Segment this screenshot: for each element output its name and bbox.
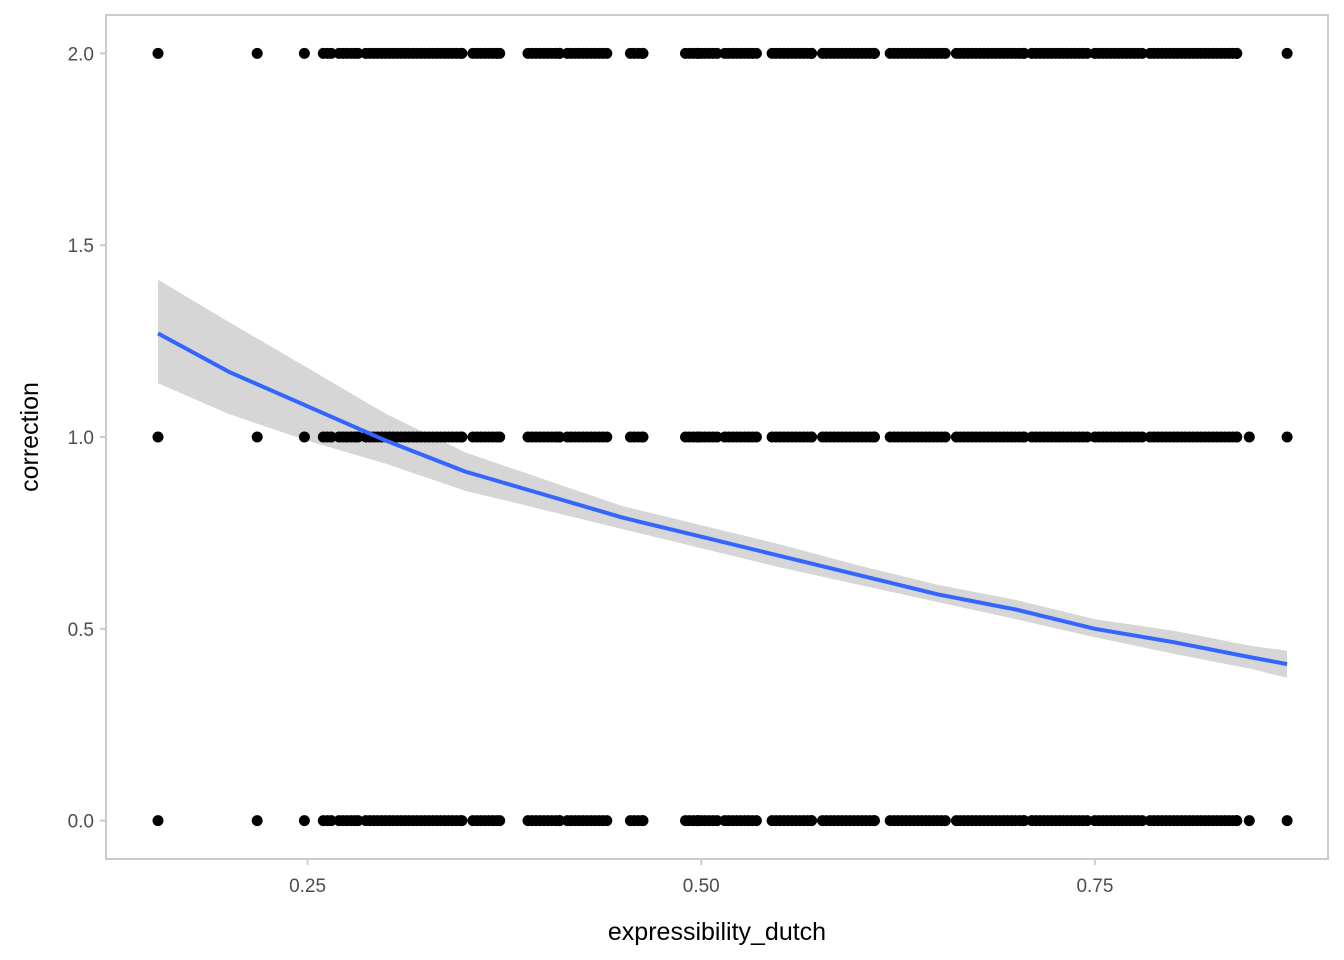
fit-line <box>157 331 1288 667</box>
data-point <box>1281 815 1293 827</box>
y-tick-label: 1.0 <box>68 428 94 449</box>
data-point <box>152 47 164 59</box>
data-point <box>711 815 723 827</box>
data-point <box>352 815 364 827</box>
data-point <box>352 47 364 59</box>
data-point <box>939 815 951 827</box>
data-point <box>1018 431 1030 443</box>
data-point <box>711 431 723 443</box>
data-point <box>554 815 565 827</box>
y-axis: 0.0 0.5 1.0 1.5 2.0 <box>68 44 106 833</box>
confidence-band <box>158 279 1288 678</box>
data-point <box>750 47 762 59</box>
data-point <box>325 431 337 443</box>
data-point <box>251 431 263 443</box>
y-tick-label: 0.0 <box>68 812 94 833</box>
data-point <box>1281 431 1293 443</box>
x-axis-title: expressibility_dutch <box>608 918 826 946</box>
data-point <box>1231 815 1243 827</box>
y-tick-label: 2.0 <box>68 44 94 65</box>
data-point <box>1081 47 1093 59</box>
data-point <box>869 431 880 443</box>
data-point <box>1018 815 1030 827</box>
data-point <box>869 47 880 59</box>
x-tick-label: 0.75 <box>1076 876 1113 897</box>
y-tick-label: 1.5 <box>68 236 94 257</box>
x-tick-label: 0.25 <box>289 876 326 897</box>
data-point <box>1018 47 1030 59</box>
data-point <box>601 431 613 443</box>
data-point <box>325 815 337 827</box>
data-point <box>251 47 263 59</box>
data-point <box>298 47 310 59</box>
data-point <box>456 47 468 59</box>
data-point <box>1136 815 1148 827</box>
data-point <box>1243 815 1255 827</box>
points-layer <box>152 47 1293 827</box>
data-point <box>939 47 951 59</box>
fit-line-layer <box>157 331 1288 667</box>
data-point <box>298 431 310 443</box>
data-point <box>456 431 468 443</box>
data-point <box>554 431 565 443</box>
data-point <box>637 815 649 827</box>
data-point <box>939 431 951 443</box>
data-point <box>806 815 817 827</box>
confidence-band-layer <box>158 279 1288 678</box>
x-tick-label: 0.50 <box>683 876 720 897</box>
data-point <box>298 815 310 827</box>
data-point <box>325 47 337 59</box>
data-point <box>637 431 649 443</box>
data-point <box>152 815 164 827</box>
data-point <box>456 815 468 827</box>
data-point <box>494 47 506 59</box>
data-point <box>1231 431 1243 443</box>
data-point <box>152 431 164 443</box>
data-point <box>1081 815 1093 827</box>
data-point <box>1081 431 1093 443</box>
data-point <box>806 431 817 443</box>
data-point <box>251 815 263 827</box>
data-point <box>637 47 649 59</box>
data-point <box>711 47 723 59</box>
data-point <box>1243 431 1255 443</box>
data-point <box>750 815 762 827</box>
data-point <box>352 431 364 443</box>
data-point <box>1231 47 1243 59</box>
data-point <box>494 815 506 827</box>
data-point <box>806 47 817 59</box>
data-point <box>601 815 613 827</box>
data-point <box>601 47 613 59</box>
data-point <box>1281 47 1293 59</box>
x-axis: 0.25 0.50 0.75 <box>289 859 1113 897</box>
data-point <box>869 815 880 827</box>
y-axis-title: correction <box>16 382 44 492</box>
data-point <box>554 47 565 59</box>
data-point <box>1136 431 1148 443</box>
data-point <box>1136 47 1148 59</box>
data-point <box>494 431 506 443</box>
y-tick-label: 0.5 <box>68 620 94 641</box>
data-point <box>750 431 762 443</box>
